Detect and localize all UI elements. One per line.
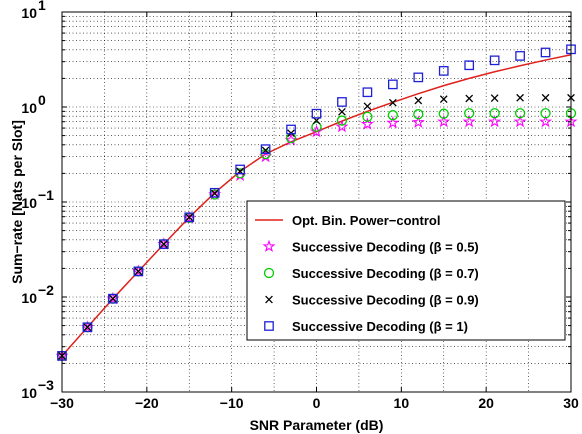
legend-entry: Opt. Bin. Power−control <box>255 213 440 228</box>
y-tick-label: 10 <box>21 290 37 306</box>
legend-label: Successive Decoding (β = 0.5) <box>292 240 479 255</box>
legend-box <box>246 200 566 341</box>
y-axis-label: Sum−rate [Nats per Slot] <box>9 120 25 284</box>
y-tick-exponent: 0 <box>38 92 46 108</box>
data-point-square <box>133 266 144 277</box>
y-tick-exponent: −3 <box>38 377 54 393</box>
y-tick-label: 10 <box>21 385 37 401</box>
data-point-circle <box>413 109 424 120</box>
data-point-star <box>539 114 553 128</box>
x-tick-label: 10 <box>394 395 410 411</box>
data-series <box>55 44 578 362</box>
legend-label: Successive Decoding (β = 1) <box>292 319 468 334</box>
data-point-x <box>261 146 270 155</box>
legend-marker-x <box>265 295 273 304</box>
data-point-x <box>516 93 524 102</box>
data-point-circle <box>362 111 373 122</box>
data-point-star <box>411 115 425 128</box>
data-point-square <box>158 239 169 250</box>
data-point-x <box>159 240 168 249</box>
x-tick-label: 30 <box>563 395 579 411</box>
legend-entry: Successive Decoding (β = 0.7) <box>263 266 479 281</box>
y-tick-label: 10 <box>21 195 37 211</box>
data-point-square <box>311 108 322 119</box>
data-point-square <box>235 164 245 175</box>
legend-label: Opt. Bin. Power−control <box>292 213 440 228</box>
y-tick-exponent: 1 <box>38 0 46 13</box>
data-point-x <box>338 107 346 116</box>
legend: Opt. Bin. Power−control Successive Decodi… <box>246 200 566 341</box>
data-point-star <box>462 114 476 128</box>
data-point-circle <box>311 121 322 132</box>
legend-entry: Successive Decoding (β = 1) <box>264 319 468 334</box>
series-3 <box>58 93 575 360</box>
x-axis-label: SNR Parameter (dB) <box>250 417 384 433</box>
axis-ticks <box>61 12 572 393</box>
data-point-x <box>439 95 448 103</box>
data-point-circle <box>540 108 551 119</box>
x-tick-label: −20 <box>135 395 159 411</box>
legend-label: Successive Decoding (β = 0.9) <box>292 293 479 308</box>
data-point-square <box>413 72 424 83</box>
data-point-x <box>363 102 372 111</box>
data-point-square <box>387 79 398 90</box>
data-point-x <box>185 213 194 222</box>
data-point-star <box>513 114 527 128</box>
series-4 <box>57 44 576 361</box>
data-point-x <box>83 323 92 332</box>
data-point-circle <box>489 108 500 119</box>
data-point-circle <box>514 108 526 119</box>
y-tick-exponent: −1 <box>38 187 54 203</box>
data-point-circle <box>464 108 475 119</box>
data-point-square <box>286 124 296 135</box>
data-point-star <box>360 117 374 130</box>
data-point-square <box>362 87 373 98</box>
data-point-circle <box>336 115 348 126</box>
data-point-star <box>488 114 502 128</box>
data-point-square <box>515 51 525 61</box>
legend-marker-circle <box>263 267 275 279</box>
legend-entry: Successive Decoding (β = 0.5) <box>262 239 479 255</box>
data-point-x <box>109 294 117 303</box>
data-point-star <box>437 114 451 128</box>
data-point-square <box>540 47 551 58</box>
data-point-square <box>489 55 500 66</box>
data-point-x <box>414 96 423 105</box>
y-tick-label: 10 <box>21 5 37 21</box>
x-tick-labels: −30 −20 −10 0 10 20 30 <box>50 395 579 411</box>
legend-entry: Successive Decoding (β = 0.9) <box>265 293 479 308</box>
data-point-square <box>184 212 195 223</box>
x-tick-label: 20 <box>478 395 494 411</box>
y-tick-label: 10 <box>21 100 37 116</box>
x-tick-label: −30 <box>50 395 74 411</box>
data-point-square <box>260 144 271 155</box>
data-point-square <box>82 322 93 333</box>
legend-marker-star <box>262 239 276 253</box>
data-point-square <box>337 97 347 107</box>
legend-label: Successive Decoding (β = 0.7) <box>292 266 479 281</box>
x-tick-label: 0 <box>313 395 321 411</box>
data-point-circle <box>387 110 399 121</box>
data-point-circle <box>438 108 449 119</box>
data-point-x <box>388 98 397 107</box>
data-point-square <box>209 187 220 198</box>
x-tick-label: −10 <box>220 395 244 411</box>
data-point-x <box>490 94 499 102</box>
data-point-star <box>335 119 349 133</box>
data-point-x <box>210 189 219 198</box>
legend-marker-square <box>264 321 274 331</box>
data-point-x <box>134 267 143 276</box>
y-tick-exponent: −2 <box>38 282 54 298</box>
data-point-x <box>465 94 474 103</box>
data-point-star <box>386 116 400 129</box>
data-point-x <box>541 93 550 102</box>
data-point-square <box>438 66 449 76</box>
data-point-square <box>108 293 118 304</box>
data-point-square <box>464 60 475 71</box>
